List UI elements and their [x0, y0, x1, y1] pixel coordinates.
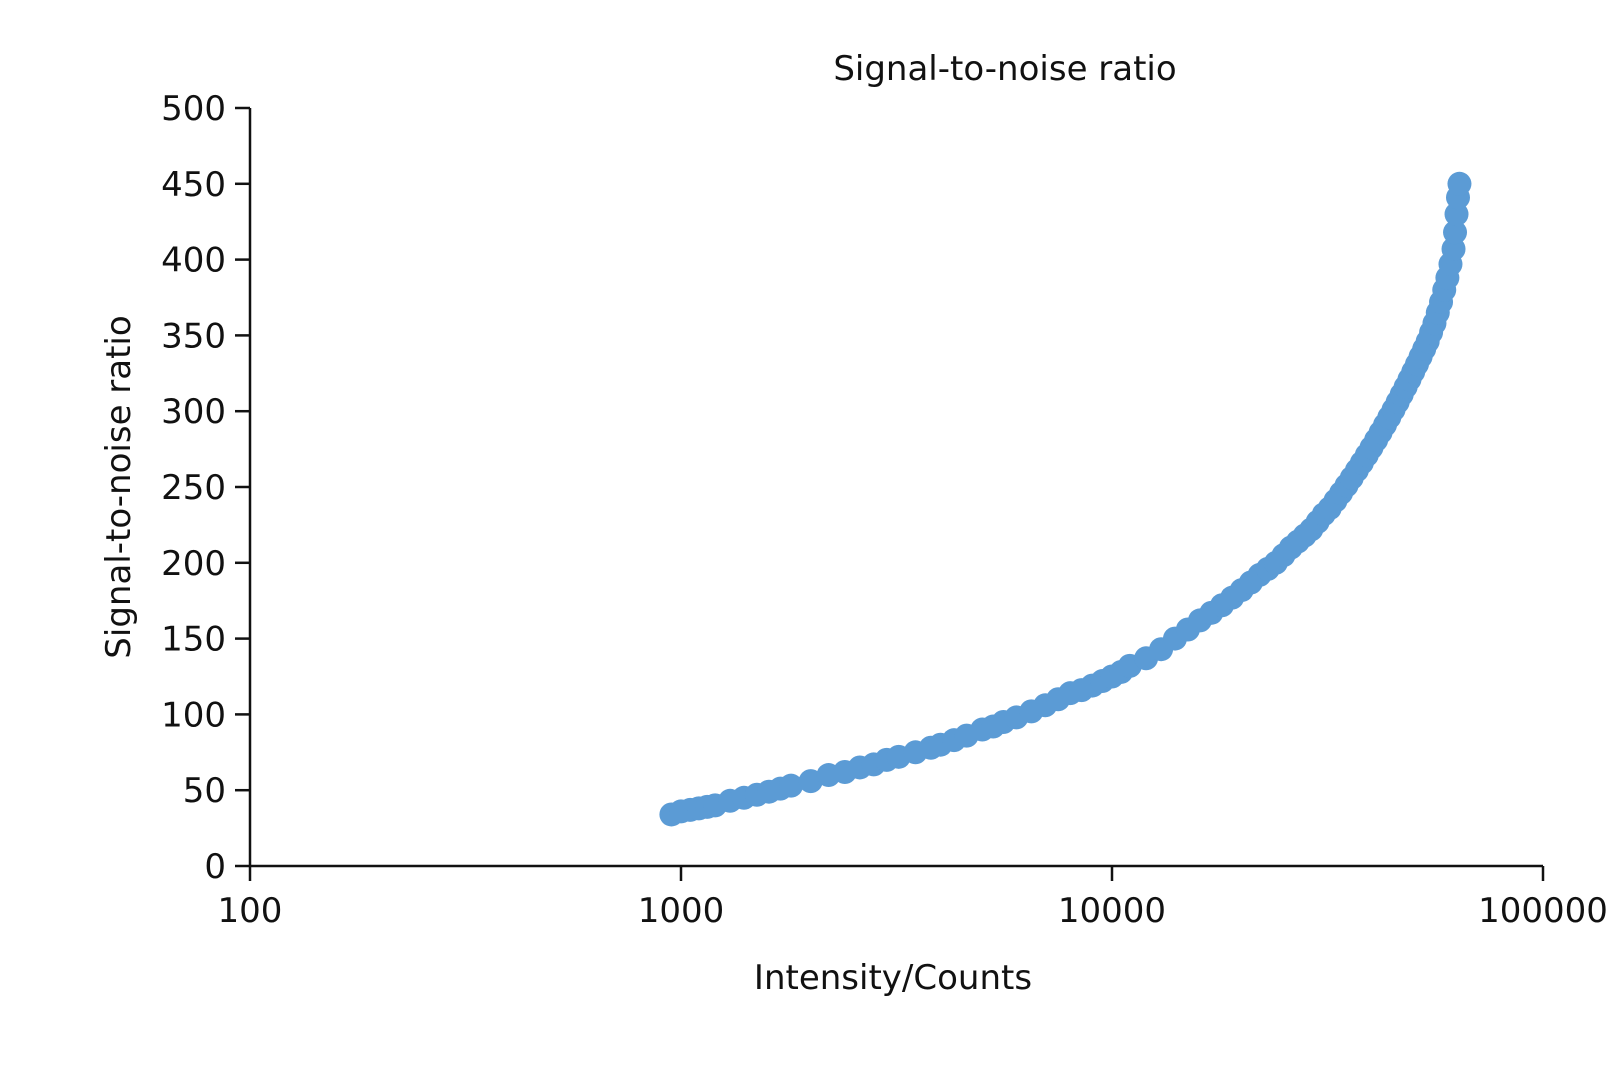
x-tick-label: 100 [218, 891, 283, 931]
y-tick-label: 300 [161, 392, 226, 432]
y-tick-label: 50 [183, 771, 226, 811]
y-tick-label: 350 [161, 316, 226, 356]
data-point [1443, 220, 1468, 245]
data-points [659, 171, 1472, 827]
y-tick-label: 150 [161, 620, 226, 660]
x-tick-label: 100000 [1478, 891, 1608, 931]
chart-title: Signal-to-noise ratio [833, 49, 1176, 89]
data-point [1447, 171, 1472, 196]
y-tick-label: 450 [161, 165, 226, 205]
y-tick-label: 200 [161, 544, 226, 584]
y-tick-label: 500 [161, 89, 226, 129]
y-tick-label: 100 [161, 695, 226, 735]
x-axis-ticks: 100 1000 10000 100000 [218, 866, 1608, 931]
y-tick-label: 400 [161, 241, 226, 281]
y-tick-label: 250 [161, 468, 226, 508]
x-axis-label: Intensity/Counts [754, 958, 1032, 998]
y-axis-label: Signal-to-noise ratio [99, 315, 139, 658]
y-axis-ticks: 0 50 100 150 200 250 300 350 400 450 500 [161, 89, 250, 887]
data-point [779, 773, 804, 798]
y-tick-label: 0 [204, 847, 226, 887]
x-tick-label: 1000 [638, 891, 725, 931]
x-tick-label: 10000 [1058, 891, 1166, 931]
